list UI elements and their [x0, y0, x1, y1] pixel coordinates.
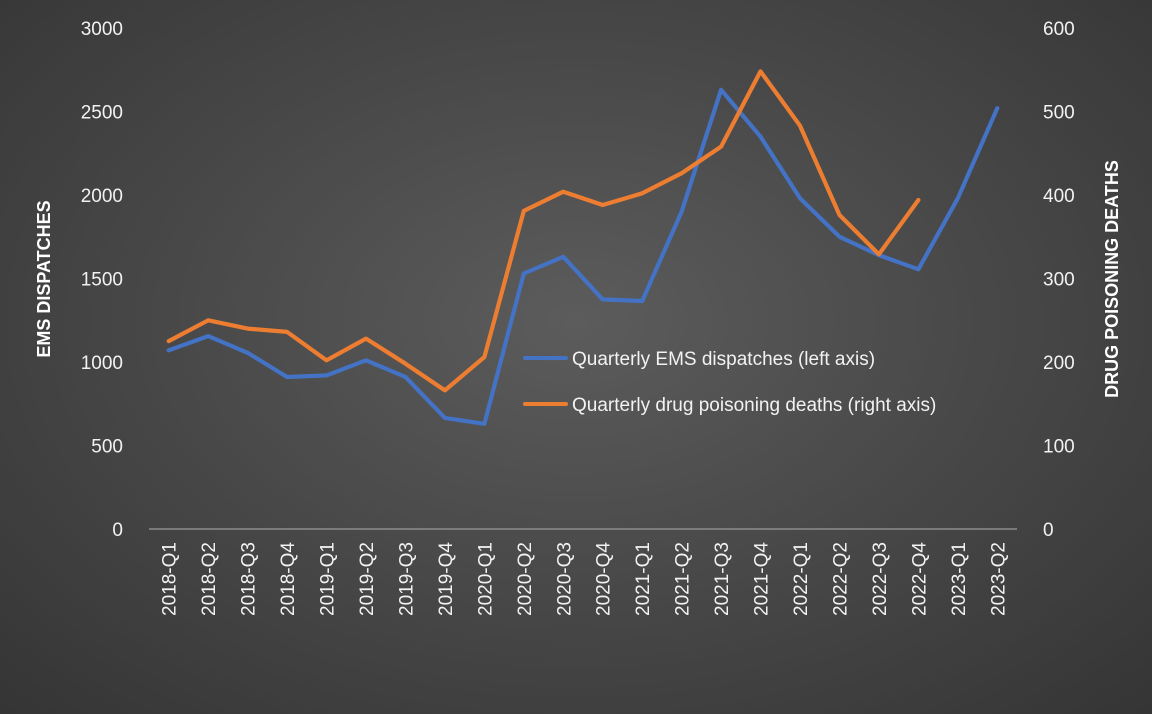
deaths-data-point: [719, 145, 723, 149]
deaths-data-point: [364, 337, 368, 341]
deaths-data-point: [838, 213, 842, 217]
ems-data-point: [561, 255, 565, 259]
x-tick-label: 2023-Q1: [949, 542, 970, 616]
left-tick-label: 2000: [81, 186, 123, 207]
ems-data-point: [522, 272, 526, 276]
legend-label-ems: Quarterly EMS dispatches (left axis): [572, 349, 875, 370]
deaths-data-point: [877, 252, 881, 256]
ems-data-point: [759, 135, 763, 139]
x-tick-label: 2020-Q1: [475, 542, 496, 616]
x-tick-label: 2018-Q4: [278, 542, 299, 616]
right-tick-label: 600: [1043, 19, 1075, 40]
left-axis-title: EMS DISPATCHES: [34, 200, 54, 357]
ems-data-point: [640, 299, 644, 303]
x-tick-label: 2022-Q3: [870, 542, 891, 616]
series-lines: [166, 69, 1000, 426]
ems-data-point: [601, 297, 605, 301]
x-tick-label: 2019-Q2: [357, 542, 378, 616]
ems-data-point: [246, 351, 250, 355]
x-axis-ticks: 2018-Q1 2018-Q2 2018-Q3 2018-Q4 2019-Q1 2019-…: [160, 542, 1010, 616]
right-tick-label: 300: [1043, 270, 1075, 291]
series-line-drug-poisoning-deaths: [166, 69, 921, 393]
right-tick-label: 200: [1043, 353, 1075, 374]
right-axis-title: DRUG POISONING DEATHS: [1102, 160, 1122, 398]
ems-data-point: [364, 358, 368, 362]
ems-data-point: [482, 422, 486, 426]
x-tick-label: 2018-Q2: [199, 542, 220, 616]
x-tick-label: 2018-Q1: [160, 542, 181, 616]
x-tick-label: 2022-Q4: [909, 542, 930, 616]
deaths-data-point: [482, 355, 486, 359]
ems-data-point: [443, 416, 447, 420]
ems-data-point: [995, 106, 999, 110]
right-axis-ticks: 0 100 200 300 400 500 600: [1043, 19, 1075, 541]
x-tick-label: 2021-Q4: [752, 542, 773, 616]
deaths-data-point: [404, 362, 408, 366]
x-tick-label: 2020-Q4: [594, 542, 615, 616]
right-tick-label: 500: [1043, 103, 1075, 124]
left-tick-label: 3000: [81, 19, 123, 40]
x-tick-label: 2021-Q3: [712, 542, 733, 616]
series-line-ems-dispatches: [166, 87, 1000, 426]
deaths-data-point: [680, 171, 684, 175]
deaths-data-point: [246, 327, 250, 331]
deaths-data-point: [167, 339, 171, 343]
ems-data-point: [325, 373, 329, 377]
deaths-data-point: [522, 209, 526, 213]
ems-data-point: [916, 267, 920, 271]
x-tick-label: 2019-Q1: [318, 542, 339, 616]
deaths-data-point: [759, 69, 763, 73]
deaths-data-point: [601, 203, 605, 207]
x-tick-label: 2020-Q3: [554, 542, 575, 616]
x-tick-label: 2018-Q3: [239, 542, 260, 616]
deaths-data-point: [325, 358, 329, 362]
left-axis-ticks: 0 500 1000 1500 2000 2500 3000: [81, 19, 123, 541]
ems-data-point: [404, 375, 408, 379]
legend: Quarterly EMS dispatches (left axis) Qua…: [523, 349, 936, 416]
ems-data-point: [719, 88, 723, 92]
ems-data-point: [956, 196, 960, 200]
deaths-data-point: [443, 388, 447, 392]
deaths-data-point: [798, 124, 802, 128]
right-tick-label: 0: [1043, 520, 1054, 541]
x-tick-label: 2021-Q1: [633, 542, 654, 616]
left-tick-label: 1500: [81, 270, 123, 291]
x-tick-label: 2022-Q1: [791, 542, 812, 616]
ems-data-point: [838, 235, 842, 239]
x-tick-label: 2020-Q2: [515, 542, 536, 616]
left-tick-label: 1000: [81, 353, 123, 374]
x-tick-label: 2019-Q3: [396, 542, 417, 616]
legend-label-deaths: Quarterly drug poisoning deaths (right a…: [572, 395, 936, 416]
ems-data-point: [798, 196, 802, 200]
left-tick-label: 500: [91, 437, 123, 458]
ems-data-point: [206, 334, 210, 338]
x-tick-label: 2021-Q2: [673, 542, 694, 616]
x-tick-label: 2022-Q2: [830, 542, 851, 616]
right-tick-label: 100: [1043, 437, 1075, 458]
left-tick-label: 2500: [81, 103, 123, 124]
deaths-data-point: [285, 330, 289, 334]
deaths-data-point: [206, 318, 210, 322]
ems-data-point: [680, 210, 684, 214]
deaths-data-point: [561, 190, 565, 194]
left-tick-label: 0: [112, 520, 123, 541]
right-tick-label: 400: [1043, 186, 1075, 207]
ems-data-point: [285, 375, 289, 379]
x-tick-label: 2019-Q4: [436, 542, 457, 616]
deaths-data-point: [916, 198, 920, 202]
x-tick-label: 2023-Q2: [988, 542, 1009, 616]
ems-data-point: [167, 348, 171, 352]
deaths-data-point: [640, 191, 644, 195]
